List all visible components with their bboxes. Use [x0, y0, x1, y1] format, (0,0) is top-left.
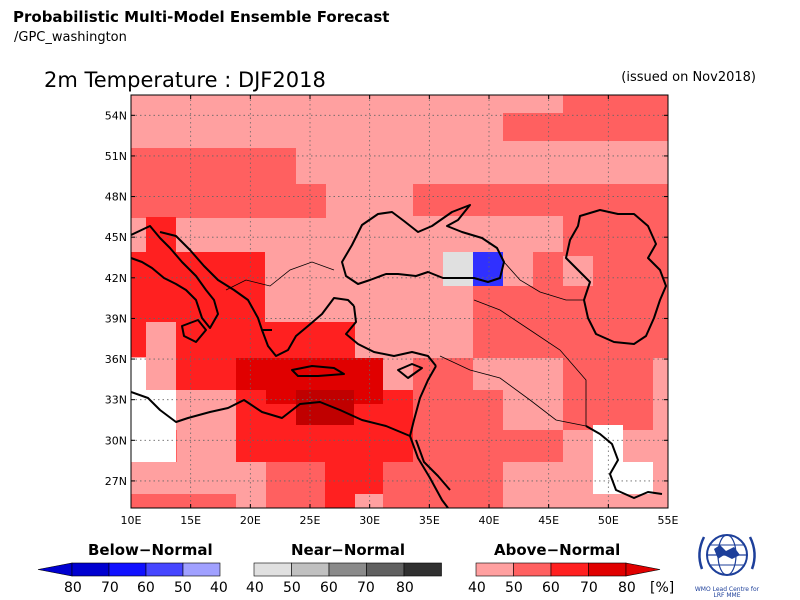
field-near-40: [443, 252, 473, 286]
issued-label: (issued on Nov2018): [621, 70, 756, 85]
legend-swatch: [291, 562, 330, 577]
legend-arrow: [625, 562, 661, 577]
levant-coast: [409, 365, 437, 437]
legend-swatch: [253, 562, 292, 577]
legend-above-label: 80: [618, 580, 636, 596]
cyprus-coast: [397, 363, 423, 379]
legend-below-label: 80: [64, 580, 82, 596]
persian-gulf-coast: [585, 425, 663, 499]
italy-coast: [131, 225, 219, 329]
legend-above-label: 70: [580, 580, 598, 596]
legend-above-label: 40: [468, 580, 486, 596]
grid-lines: [131, 95, 668, 508]
legend-below-label: 60: [137, 580, 155, 596]
lon-tick-label: 55E: [658, 514, 679, 527]
anatolia-south-coast: [345, 305, 437, 367]
lat-tick-label: 36N: [105, 353, 127, 366]
lat-tick-label: 33N: [105, 394, 127, 407]
wmo-caption-line1: WMO Lead Centre for: [694, 586, 760, 593]
lat-tick-label: 51N: [105, 150, 127, 163]
country-borders: [225, 261, 587, 427]
lat-tick-label: 45N: [105, 231, 127, 244]
lon-tick-label: 25E: [300, 514, 321, 527]
red-sea-coast: [409, 435, 449, 508]
wmo-logo-caption: WMO Lead Centre for LRF MME: [690, 587, 764, 599]
lat-tick-label: 27N: [105, 475, 127, 488]
map-title: 2m Temperature : DJF2018: [44, 68, 326, 92]
sicily-coast: [181, 319, 207, 343]
lon-tick-label: 20E: [240, 514, 261, 527]
wmo-caption-line2: LRF MME: [713, 592, 741, 599]
legend-swatch: [475, 562, 514, 577]
border-line: [439, 355, 587, 427]
field-below-40: [473, 252, 503, 286]
legend-swatch: [182, 562, 221, 577]
legend-swatch: [145, 562, 184, 577]
legend-swatch: [108, 562, 147, 577]
coastlines: [131, 204, 667, 508]
caspian-sea-coast: [565, 209, 667, 345]
wmo-globe-icon: [698, 534, 756, 576]
greece-coast: [261, 297, 355, 357]
legend-swatch: [588, 562, 627, 577]
border-line: [225, 261, 335, 291]
north-africa-coast: [131, 391, 411, 437]
lon-tick-label: 10E: [121, 514, 142, 527]
sinai-coast: [415, 439, 451, 491]
legend-above-label: 50: [505, 580, 523, 596]
legend-below-label: 40: [210, 580, 228, 596]
source-label: /GPC_washington: [14, 30, 127, 45]
lat-tick-label: 54N: [105, 109, 127, 122]
legend-arrow: [37, 562, 73, 577]
legend-below-label: 70: [101, 580, 119, 596]
legend-below-label: 50: [174, 580, 192, 596]
crete-coast: [291, 365, 345, 377]
legend-above-label: 60: [542, 580, 560, 596]
lat-tick-label: 39N: [105, 312, 127, 325]
border-line: [503, 261, 584, 301]
legend-swatch: [550, 562, 589, 577]
legend-swatch: [403, 562, 442, 577]
legend-above-title: Above−Normal: [494, 541, 621, 559]
legend-near-normal-bar: [253, 562, 442, 577]
legend-near-title: Near−Normal: [291, 541, 405, 559]
lon-tick-label: 30E: [359, 514, 380, 527]
legend-above-normal-bar: [475, 562, 661, 577]
map-plot-area: [131, 95, 668, 508]
field-no-signal: [131, 358, 653, 494]
longitude-axis: 10E 15E 20E 25E 30E 35E 40E 45E 50E 55E: [121, 95, 679, 527]
map-frame: [130, 94, 669, 509]
lat-tick-label: 48N: [105, 191, 127, 204]
legend-near-label: 40: [246, 580, 264, 596]
legend-near-label: 50: [283, 580, 301, 596]
legend-swatch: [328, 562, 367, 577]
legend-near-label: 80: [396, 580, 414, 596]
legend-swatch: [366, 562, 405, 577]
legend-near-label: 70: [357, 580, 375, 596]
lon-tick-label: 45E: [538, 514, 559, 527]
legend-below-normal-bar: [37, 562, 221, 577]
adriatic-coast: [159, 231, 272, 331]
latitude-axis: 54N 51N 48N 45N 42N 39N 36N 33N 30N 27N: [105, 109, 668, 488]
legend-swatch: [513, 562, 552, 577]
legend-swatch: [71, 562, 110, 577]
legend-unit: [%]: [650, 580, 675, 596]
legend-near-label: 60: [320, 580, 338, 596]
figure-title: Probabilistic Multi-Model Ensemble Forec…: [13, 8, 390, 26]
border-line: [473, 299, 587, 426]
legend-below-title: Below−Normal: [88, 541, 213, 559]
lat-tick-label: 42N: [105, 272, 127, 285]
lon-tick-label: 35E: [419, 514, 440, 527]
lat-tick-label: 30N: [105, 434, 127, 447]
lon-tick-label: 40E: [479, 514, 500, 527]
field-above-80: [296, 390, 354, 425]
lon-tick-label: 15E: [180, 514, 201, 527]
lon-tick-label: 50E: [598, 514, 619, 527]
